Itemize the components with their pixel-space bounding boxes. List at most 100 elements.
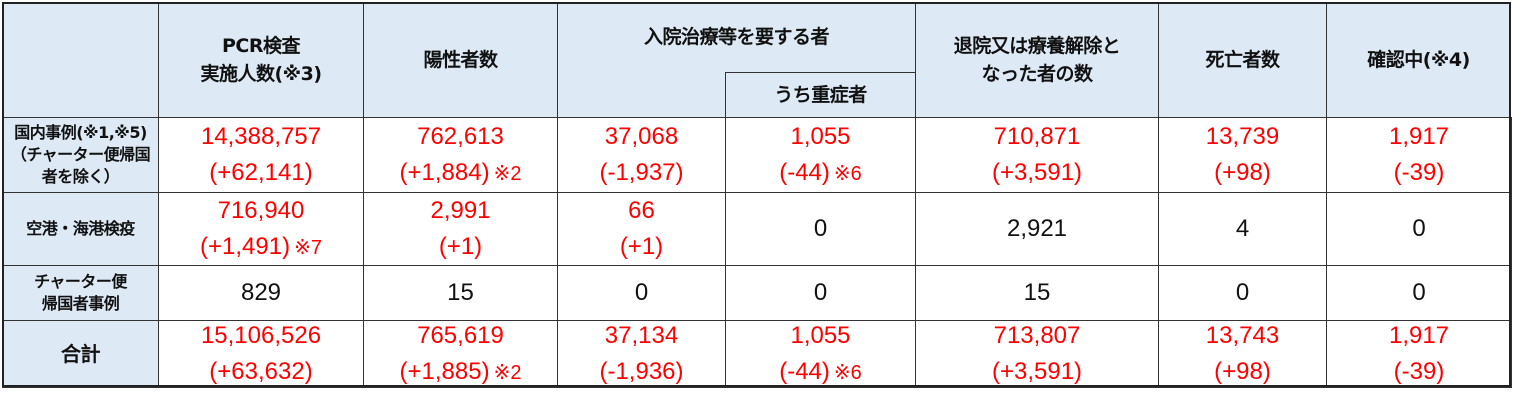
cell-value: 716,940	[217, 196, 305, 224]
cell-value: 15,106,526	[200, 322, 322, 349]
table-cell: 1,917 (-39)	[1326, 117, 1512, 193]
cell-value: 710,871	[993, 123, 1081, 150]
cell-delta-line: (+1)	[439, 229, 482, 265]
cell-delta-line: (+98)	[1214, 155, 1271, 191]
header-severe: うち重症者	[725, 72, 916, 118]
cell-value: 37,134	[604, 322, 679, 349]
cell-value: 15	[447, 279, 474, 306]
header-discharged: 退院又は療養解除と なった者の数	[915, 2, 1159, 118]
table-cell: 15	[363, 265, 558, 321]
cell-delta: (-39)	[1393, 159, 1445, 186]
header-deaths-label: 死亡者数	[1205, 49, 1280, 71]
cell-value: 713,807	[993, 322, 1081, 349]
cell-delta: (+63,632)	[209, 358, 313, 385]
cell-delta: (-1,937)	[599, 159, 684, 186]
cell-value: 1,917	[1388, 123, 1450, 150]
cell-delta: (+1,884)	[399, 158, 490, 186]
cell-value: 1,055	[790, 122, 851, 150]
cell-delta: (+3,591)	[991, 358, 1083, 385]
table-cell: 716,940 (+1,491) ※7	[158, 192, 364, 266]
cell-value: 762,613	[417, 122, 504, 150]
table-cell: 13,739 (+98)	[1158, 117, 1327, 193]
cell-delta-line: (-44) ※6	[779, 155, 862, 192]
cell-value: 13,739	[1205, 123, 1280, 150]
cell-value: 0	[1235, 279, 1250, 306]
cell-value: 37,068	[604, 123, 679, 150]
table-cell: 829	[158, 265, 364, 321]
table-cell: 0	[557, 265, 726, 321]
header-discharged-line2: なった者の数	[981, 63, 1093, 85]
table-cell: 710,871 (+3,591)	[915, 117, 1159, 193]
row-label: 国内事例(※1,※5) （チャーター便帰国 者を除く）	[2, 117, 159, 193]
cell-delta-line: (-44) ※6	[779, 354, 862, 391]
cell-delta: (+1,491)	[200, 232, 291, 260]
row-label-line: 合計	[61, 342, 101, 366]
table-cell: 0	[1326, 192, 1512, 266]
cell-delta: (-39)	[1393, 358, 1445, 385]
cell-delta-line: (+1,885) ※2	[400, 354, 522, 391]
table-cell: 2,991 (+1)	[363, 192, 558, 266]
cell-delta: (+98)	[1214, 159, 1271, 186]
header-confirming-label: 確認中(※4)	[1367, 49, 1470, 71]
table-cell: 762,613 (+1,884) ※2	[363, 117, 558, 193]
cell-value: 765,619	[417, 321, 504, 349]
cell-value: 14,388,757	[200, 123, 322, 150]
header-positive: 陽性者数	[363, 2, 558, 118]
header-severe-label: うち重症者	[774, 84, 867, 106]
header-positive-label: 陽性者数	[423, 49, 498, 71]
cell-delta-line: (+63,632)	[209, 354, 312, 390]
cell-footnote: ※7	[294, 236, 322, 259]
row-label: 空港・海港検疫	[2, 192, 159, 266]
cell-value: 1,055	[790, 321, 851, 349]
table-cell: 0	[1326, 265, 1512, 321]
table-cell: 13,743 (+98)	[1158, 320, 1327, 388]
cell-delta-line: (+1)	[620, 229, 663, 265]
cell-delta-line: (+3,591)	[992, 354, 1082, 390]
cell-footnote: ※6	[833, 162, 862, 185]
cell-delta-line: (+1,491) ※7	[200, 229, 322, 266]
cell-value: 2,991	[430, 197, 491, 224]
table-cell: 765,619 (+1,885) ※2	[363, 320, 558, 388]
table-cell: 37,134 (-1,936)	[557, 320, 726, 388]
cell-value: 13,743	[1205, 322, 1280, 349]
cell-delta-line: (+3,591)	[992, 155, 1082, 191]
cell-delta-line: (+62,141)	[209, 155, 312, 191]
cell-delta-line: (+1,884) ※2	[400, 155, 522, 192]
cell-delta-line: (-39)	[1394, 354, 1445, 390]
header-discharged-line1: 退院又は療養解除と	[953, 35, 1121, 57]
header-deaths: 死亡者数	[1158, 2, 1327, 118]
row-label-line: 帰国者事例	[41, 294, 120, 313]
table-cell: 1,055 (-44) ※6	[725, 117, 916, 193]
row-label-line: 国内事例(※1,※5)	[14, 123, 147, 142]
table-cell: 713,807 (+3,591)	[915, 320, 1159, 388]
cell-delta: (+62,141)	[209, 159, 313, 186]
header-pcr-line1: PCR検査	[222, 35, 301, 57]
cell-value: 2,921	[1006, 215, 1068, 242]
header-pcr-tests: PCR検査 実施人数(※3)	[158, 2, 364, 118]
cell-value: 0	[1412, 215, 1426, 242]
row-label-line: （チャーター便帰国	[10, 145, 151, 164]
cell-delta-line: (-1,937)	[599, 155, 683, 191]
cell-value: 0	[634, 279, 649, 306]
cell-value: 66	[628, 197, 655, 224]
cell-delta: (-44)	[779, 158, 830, 186]
cell-value: 15	[1023, 279, 1051, 306]
cell-value: 0	[813, 279, 828, 306]
table-cell: 14,388,757 (+62,141)	[158, 117, 364, 193]
cell-delta: (+1,885)	[399, 357, 490, 385]
header-pcr-line2: 実施人数(※3)	[200, 63, 322, 85]
cell-footnote: ※2	[493, 361, 522, 384]
header-confirming: 確認中(※4)	[1326, 2, 1511, 118]
cell-delta-line: (-39)	[1394, 155, 1445, 191]
table-cell: 37,068 (-1,937)	[557, 117, 726, 193]
corner-header	[2, 2, 159, 118]
cell-footnote: ※6	[833, 361, 862, 384]
row-label-line: 者を除く）	[41, 167, 120, 186]
cell-delta-line: (+98)	[1214, 354, 1271, 390]
cell-delta: (+1)	[619, 233, 664, 260]
table-cell: 15,106,526 (+63,632)	[158, 320, 364, 388]
table-cell: 0	[725, 192, 916, 266]
table-cell: 66 (+1)	[557, 192, 726, 266]
table-cell: 0	[725, 265, 916, 321]
cell-delta: (+1)	[438, 233, 483, 260]
